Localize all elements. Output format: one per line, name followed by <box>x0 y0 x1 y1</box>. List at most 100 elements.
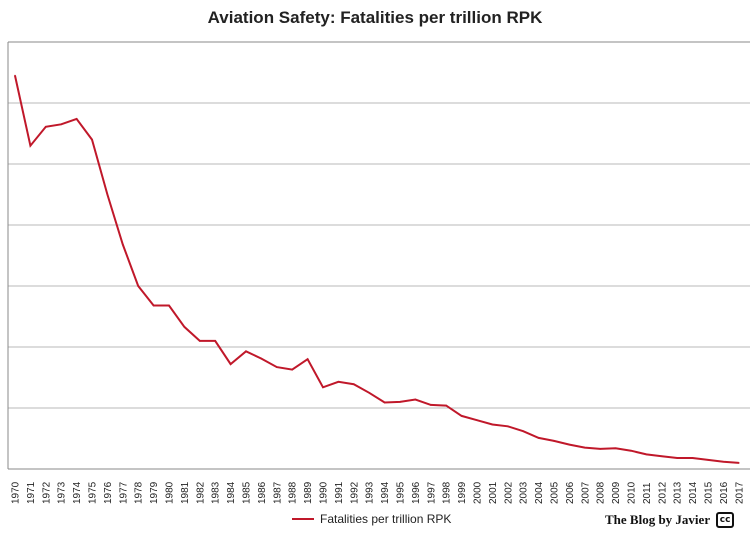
x-tick-label: 2017 <box>734 481 745 504</box>
creative-commons-icon: cc <box>716 512 735 528</box>
x-tick-label: 1990 <box>319 481 330 504</box>
data-point-2017 <box>738 462 740 464</box>
data-point-1996 <box>414 398 417 401</box>
data-point-2002 <box>507 425 509 428</box>
data-point-1989 <box>306 358 309 361</box>
data-point-1970 <box>14 74 16 77</box>
x-tick-label: 2009 <box>611 481 622 504</box>
data-point-1980 <box>168 304 170 307</box>
x-tick-label: 1991 <box>334 481 345 504</box>
x-tick-label: 2000 <box>473 481 484 504</box>
data-point-2009 <box>614 447 617 450</box>
x-tick-label: 2002 <box>503 481 514 504</box>
data-point-1972 <box>45 125 47 128</box>
x-tick-label: 1973 <box>57 481 68 504</box>
data-point-1986 <box>260 357 263 360</box>
legend-swatch <box>292 518 314 520</box>
data-point-2016 <box>722 460 725 463</box>
x-tick-label: 1993 <box>365 481 376 504</box>
x-tick-label: 1982 <box>195 481 206 504</box>
data-point-1982 <box>199 340 201 342</box>
x-tick-label: 2015 <box>704 481 715 504</box>
data-point-2000 <box>476 419 478 422</box>
data-point-2014 <box>691 457 694 459</box>
x-tick-label: 2013 <box>673 481 684 504</box>
x-tick-label: 2005 <box>550 481 561 504</box>
x-tick-label: 1988 <box>288 481 299 504</box>
x-tick-label: 1977 <box>118 481 129 504</box>
data-point-1975 <box>91 138 93 141</box>
data-point-2005 <box>553 440 555 442</box>
x-tick-label: 1979 <box>149 481 160 504</box>
x-tick-label: 2011 <box>642 482 653 504</box>
data-point-1984 <box>229 363 232 365</box>
data-point-1981 <box>183 326 186 328</box>
data-point-1983 <box>214 340 216 342</box>
x-tick-label: 1975 <box>88 481 99 504</box>
data-point-2004 <box>537 437 540 439</box>
data-point-1990 <box>322 386 324 389</box>
watermark: The Blog by Javier cc <box>605 512 735 528</box>
x-tick-label: 1998 <box>442 481 453 504</box>
data-point-1997 <box>430 404 432 406</box>
data-point-1993 <box>368 391 371 394</box>
chart-title: Aviation Safety: Fatalities per trillion… <box>207 8 543 27</box>
x-tick-label: 1989 <box>303 481 314 504</box>
x-tick-label: 1974 <box>72 481 83 504</box>
x-tick-label: 2012 <box>657 481 668 504</box>
legend: Fatalities per trillion RPK <box>292 512 451 526</box>
data-point-1971 <box>29 144 32 147</box>
x-tick-label: 1994 <box>380 481 391 504</box>
x-tick-label: 2004 <box>534 481 545 504</box>
data-point-1992 <box>353 383 355 386</box>
data-point-1974 <box>75 118 78 120</box>
x-tick-label: 1999 <box>457 481 468 504</box>
x-tick-label: 1984 <box>226 481 237 504</box>
x-tick-label: 1972 <box>41 481 52 504</box>
x-tick-label: 1986 <box>257 481 268 504</box>
data-point-1977 <box>122 243 124 246</box>
gridlines <box>8 102 750 409</box>
data-point-2003 <box>522 430 524 432</box>
x-tick-label: 2001 <box>488 481 499 504</box>
x-tick-label: 1978 <box>134 481 145 504</box>
data-point-2006 <box>568 443 571 446</box>
data-point-1976 <box>106 193 109 196</box>
x-tick-label: 1996 <box>411 481 422 504</box>
x-tick-label: 1995 <box>396 481 407 504</box>
x-tick-label: 1981 <box>180 481 191 504</box>
data-point-1973 <box>60 123 62 126</box>
data-point-1991 <box>337 380 340 383</box>
data-point-1988 <box>291 368 294 371</box>
x-tick-label: 1971 <box>26 481 37 504</box>
x-tick-label: 2016 <box>719 481 730 504</box>
x-tick-label: 2014 <box>688 481 699 504</box>
x-tick-label: 2010 <box>627 481 638 504</box>
data-point-2001 <box>491 423 494 426</box>
data-point-1998 <box>445 404 448 407</box>
series-line <box>14 75 739 464</box>
series-points <box>14 74 740 464</box>
data-point-1987 <box>276 366 278 368</box>
data-point-1985 <box>245 350 247 353</box>
data-point-2012 <box>661 455 663 457</box>
x-tick-label: 1985 <box>242 481 253 504</box>
data-point-2013 <box>676 457 678 459</box>
data-point-2010 <box>630 449 632 452</box>
data-point-2007 <box>584 446 586 449</box>
x-tick-label: 2003 <box>519 481 530 504</box>
x-tick-label: 2008 <box>596 481 607 504</box>
legend-label: Fatalities per trillion RPK <box>320 512 452 526</box>
data-point-2011 <box>645 453 648 456</box>
data-point-1979 <box>152 304 155 307</box>
x-tick-label: 1970 <box>11 481 22 504</box>
x-tick-label: 1976 <box>103 481 114 504</box>
data-point-1995 <box>399 401 401 403</box>
x-tick-label: 1980 <box>165 481 176 504</box>
x-tick-label: 2006 <box>565 481 576 504</box>
x-tick-label: 1983 <box>211 481 222 504</box>
data-point-2008 <box>599 448 601 450</box>
x-tick-label: 1987 <box>272 481 283 504</box>
data-point-2015 <box>707 459 709 461</box>
